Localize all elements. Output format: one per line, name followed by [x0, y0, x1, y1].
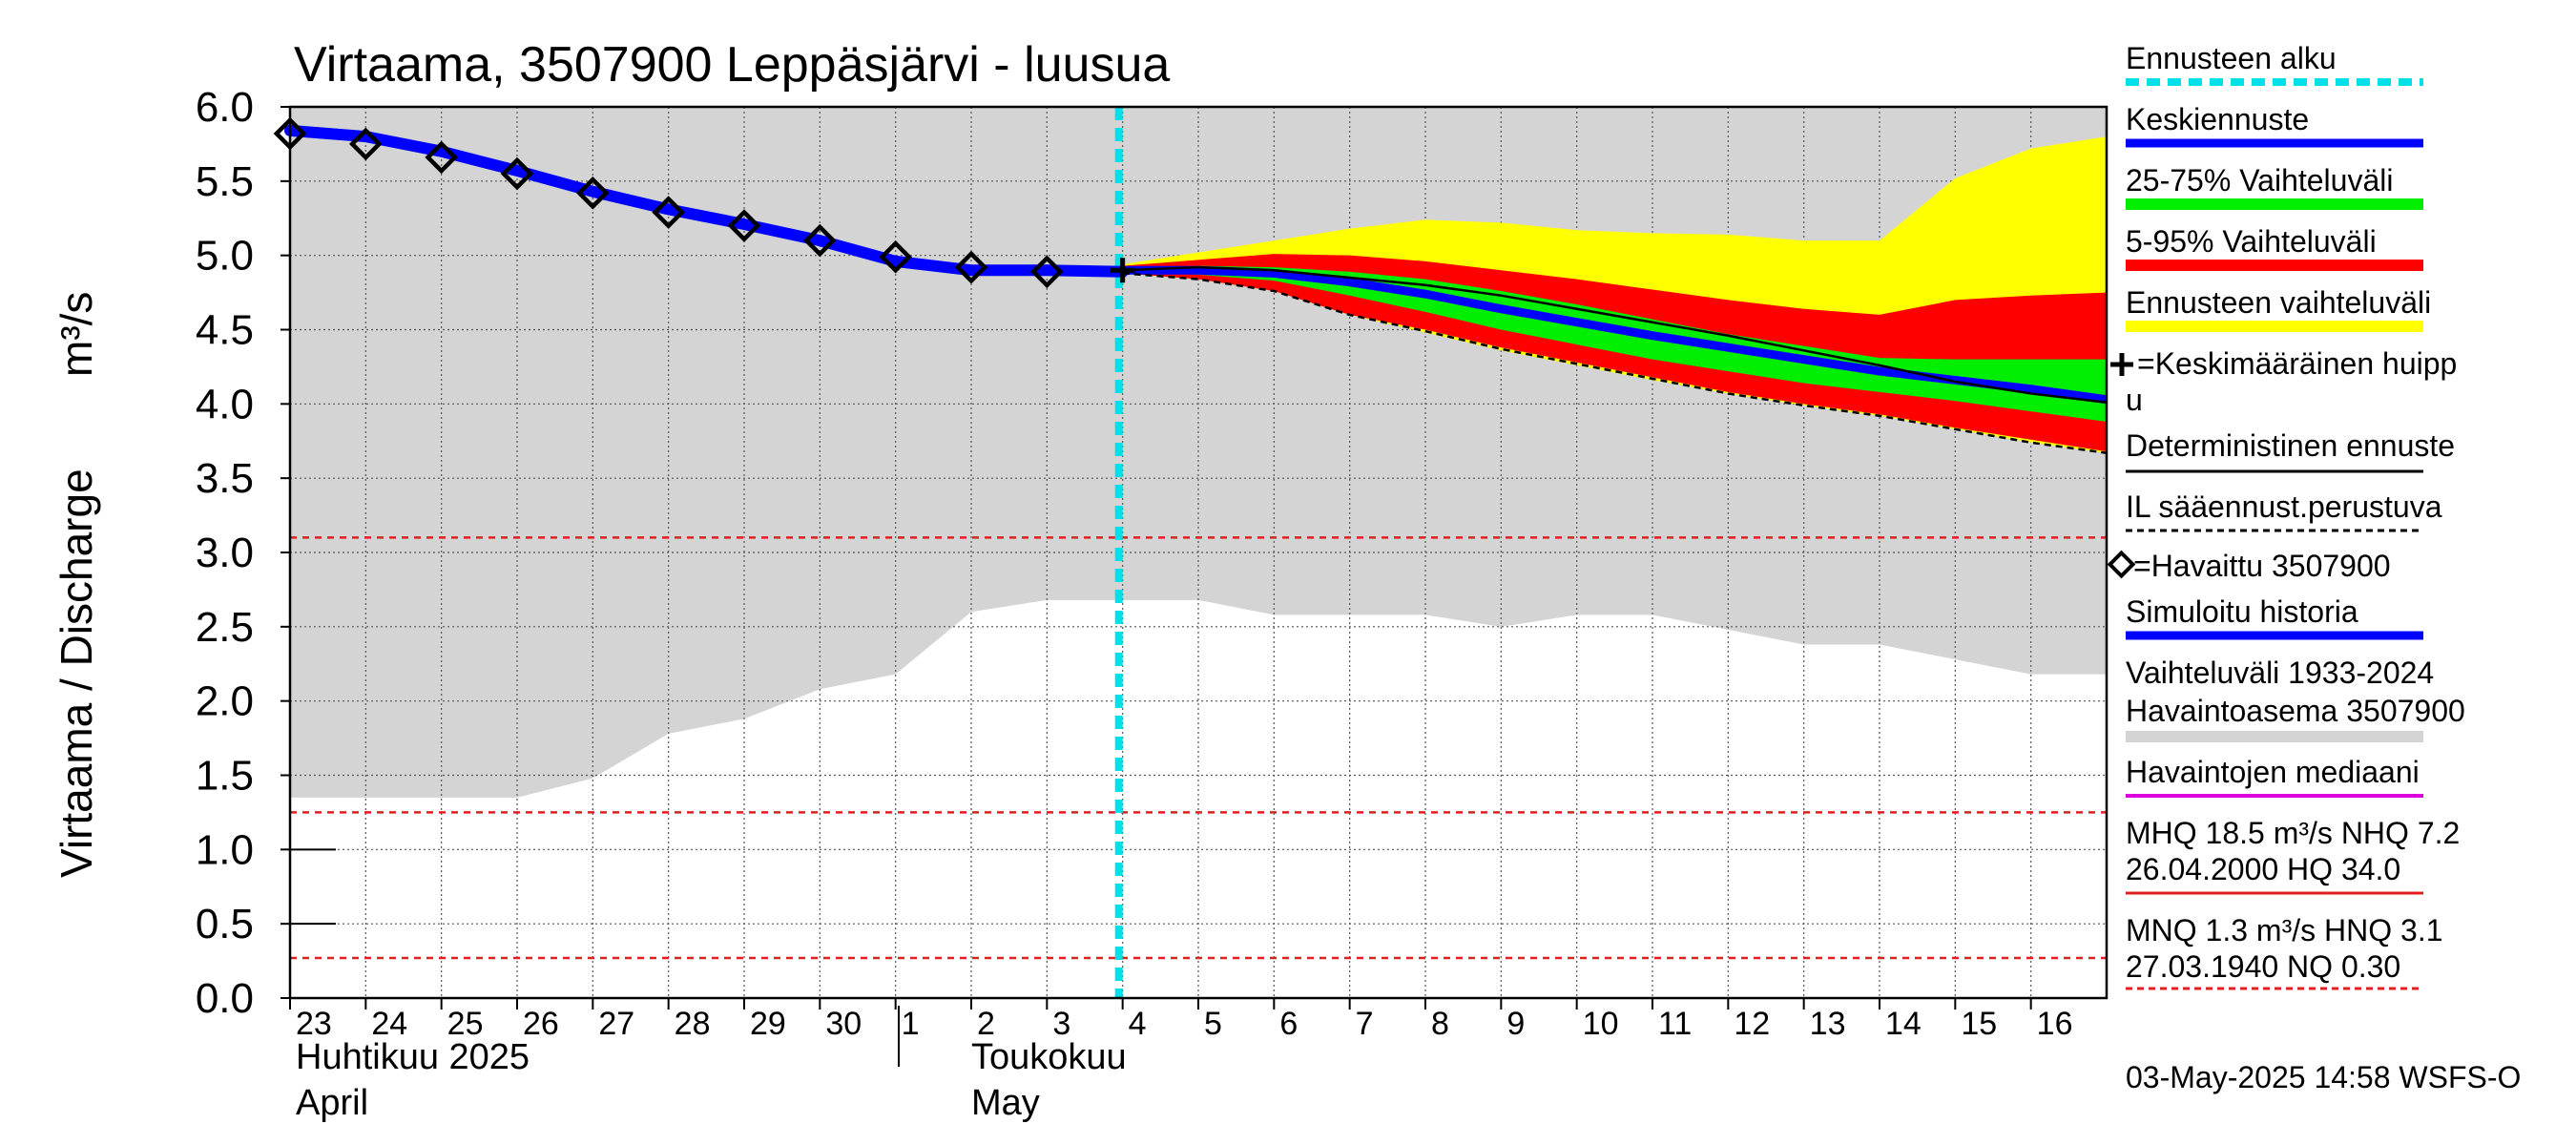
observed-point	[954, 250, 988, 284]
legend-history-range-label-1: Vaihteluväli 1933-2024	[2126, 656, 2434, 690]
observed-point	[425, 140, 458, 175]
legend-mean-peak-marker	[2110, 353, 2133, 376]
x-axis-ticks: 23 24 25 26 27 28 29 30 1 2 3 4 5 6 7 8 9 10 11 12 13 14 15 16	[289, 998, 2073, 1042]
x-tick-label: 11	[1658, 1006, 1692, 1042]
x-tick-label: 10	[1583, 1006, 1619, 1042]
legend-simulated-label: Simuloitu historia	[2126, 594, 2358, 629]
y-tick-label: 3.0	[196, 530, 254, 576]
x-tick-label: 25	[447, 1006, 484, 1042]
observed-point	[803, 223, 837, 258]
legend-mhq-label-1: MHQ 18.5 m³/s NHQ 7.2	[2126, 816, 2460, 850]
y-tick-label: 0.5	[196, 901, 254, 947]
y-axis-label: Virtaama / Discharge	[52, 468, 101, 878]
legend-median-label: Havaintojen mediaani	[2126, 755, 2420, 789]
x-tick-label: 14	[1885, 1006, 1922, 1042]
il-forecast-line	[1122, 272, 2108, 454]
y-tick-label: 5.5	[196, 158, 254, 205]
y-tick-label: 1.5	[196, 753, 254, 800]
legend-mhq-label-2: 26.04.2000 HQ 34.0	[2126, 852, 2400, 886]
mean-peak-marker	[1110, 258, 1135, 283]
y-tick-label: 4.0	[196, 381, 254, 427]
legend: Ennusteen alku Keskiennuste 25-75% Vaiht…	[2107, 41, 2465, 990]
chart-title: Virtaama, 3507900 Leppäsjärvi - luusua	[294, 37, 1170, 93]
x-tick-label: 2	[977, 1006, 995, 1042]
x-tick-label: 23	[296, 1006, 332, 1042]
x-tick-label: 7	[1356, 1006, 1374, 1042]
x-tick-label: 29	[750, 1006, 786, 1042]
x-tick-label: 3	[1052, 1006, 1070, 1042]
legend-mean-forecast-label: Keskiennuste	[2126, 102, 2309, 136]
observed-point	[727, 209, 761, 242]
legend-mnq-label-1: MNQ 1.3 m³/s HNQ 3.1	[2126, 913, 2443, 947]
x-tick-label: 13	[1810, 1006, 1846, 1042]
month-label-april-en: April	[296, 1083, 368, 1123]
x-tick-label: 1	[902, 1006, 920, 1042]
y-tick-label: 3.5	[196, 455, 254, 502]
y-tick-label: 4.5	[196, 307, 254, 354]
legend-forecast-start-label: Ennusteen alku	[2126, 41, 2337, 75]
band-5-95	[1122, 254, 2107, 452]
x-tick-label: 15	[1961, 1006, 1997, 1042]
y-axis-unit: m³/s	[52, 292, 101, 377]
observed-point	[1030, 255, 1064, 289]
x-tick-label: 28	[675, 1006, 711, 1042]
x-tick-label: 24	[371, 1006, 407, 1042]
legend-forecast-range-label: Ennusteen vaihteluväli	[2126, 285, 2431, 320]
observed-point	[349, 127, 383, 161]
x-tick-label: 5	[1204, 1006, 1222, 1042]
legend-mnq-label-2: 27.03.1940 NQ 0.30	[2126, 949, 2400, 984]
legend-deterministic-label: Deterministinen ennuste	[2126, 428, 2455, 463]
plot-area	[273, 107, 2108, 998]
observed-point	[500, 156, 534, 191]
legend-mean-peak-label-2: u	[2126, 383, 2143, 417]
y-tick-label: 0.0	[196, 975, 254, 1022]
month-label-may-fi: Toukokuu	[971, 1037, 1127, 1077]
y-tick-label: 2.5	[196, 604, 254, 651]
timestamp: 03-May-2025 14:58 WSFS-O	[2126, 1060, 2521, 1094]
x-tick-label: 6	[1279, 1006, 1298, 1042]
x-tick-label: 26	[523, 1006, 559, 1042]
x-tick-label: 4	[1129, 1006, 1147, 1042]
observed-point	[273, 116, 307, 151]
month-label-may-en: May	[971, 1083, 1040, 1123]
observed-point	[652, 196, 685, 229]
band-25-75	[1122, 265, 2107, 423]
y-tick-label: 5.0	[196, 233, 254, 280]
x-tick-label: 30	[825, 1006, 862, 1042]
legend-il-label: IL sääennust.perustuva	[2126, 489, 2442, 524]
legend-observed-label: =Havaittu 3507900	[2133, 549, 2391, 583]
observed-point	[576, 176, 610, 210]
deterministic-forecast-line	[1122, 265, 2108, 405]
observed-point	[879, 239, 912, 274]
legend-history-range-label-2: Havaintoasema 3507900	[2126, 694, 2465, 728]
month-label-april-fi: Huhtikuu 2025	[296, 1037, 530, 1077]
x-tick-label: 16	[2037, 1006, 2073, 1042]
y-tick-label: 6.0	[196, 84, 254, 131]
legend-5-95-label: 5-95% Vaihteluväli	[2126, 224, 2377, 259]
y-tick-label: 2.0	[196, 678, 254, 725]
legend-mean-peak-label-1: =Keskimääräinen huipp	[2137, 346, 2457, 381]
y-axis-ticks: 0.0 0.5 1.0 1.5 2.0 2.5 3.0 3.5 4.0 4.5 5.0 5.5 6.0	[196, 84, 336, 1022]
x-tick-label: 12	[1734, 1006, 1770, 1042]
x-tick-label: 8	[1431, 1006, 1449, 1042]
x-tick-label: 27	[598, 1006, 634, 1042]
y-tick-label: 1.0	[196, 826, 254, 873]
x-tick-label: 9	[1506, 1006, 1525, 1042]
legend-25-75-label: 25-75% Vaihteluväli	[2126, 163, 2393, 198]
legend-observed-marker	[2107, 550, 2136, 579]
